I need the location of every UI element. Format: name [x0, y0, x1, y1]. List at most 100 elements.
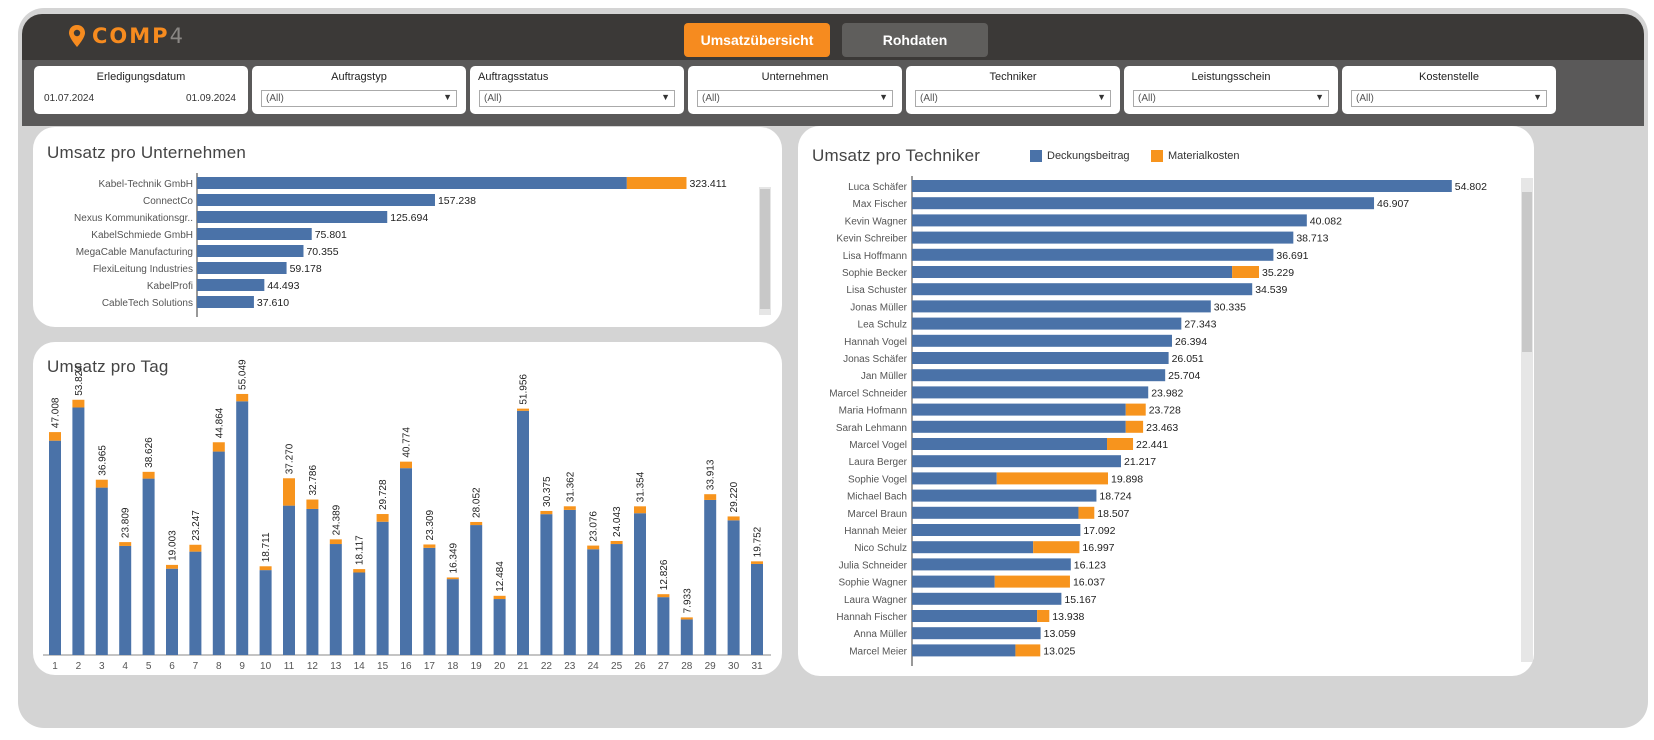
bar-deckungsbeitrag[interactable]	[912, 231, 1294, 244]
bar-materialkosten[interactable]	[610, 540, 623, 545]
scrollbar-thumb[interactable]	[760, 189, 770, 309]
scrollbar[interactable]	[759, 187, 771, 315]
bar-deckungsbeitrag[interactable]	[197, 194, 435, 206]
filter-select[interactable]: (All) ▼	[697, 90, 893, 107]
bar-deckungsbeitrag[interactable]	[912, 180, 1452, 192]
bar-materialkosten[interactable]	[423, 544, 436, 548]
date-range-filter[interactable]: Erledigungsdatum 01.07.2024 01.09.2024	[34, 66, 248, 114]
bar-deckungsbeitrag[interactable]	[912, 489, 1097, 502]
bar-materialkosten[interactable]	[1125, 420, 1144, 433]
bar-materialkosten[interactable]	[470, 521, 483, 526]
bar-materialkosten[interactable]	[626, 177, 687, 189]
bar-materialkosten[interactable]	[1037, 610, 1050, 622]
bar-materialkosten[interactable]	[540, 510, 553, 515]
bar-deckungsbeitrag[interactable]	[912, 334, 1172, 347]
bar-deckungsbeitrag[interactable]	[912, 266, 1233, 278]
chevron-down-icon[interactable]: ▼	[1097, 92, 1106, 102]
bar-materialkosten[interactable]	[634, 506, 646, 514]
bar-deckungsbeitrag[interactable]	[376, 521, 389, 655]
bar-materialkosten[interactable]	[119, 542, 132, 546]
bar-deckungsbeitrag[interactable]	[470, 525, 483, 655]
bar-materialkosten[interactable]	[283, 478, 295, 506]
bar-deckungsbeitrag[interactable]	[236, 401, 249, 655]
bar-materialkosten[interactable]	[189, 544, 202, 552]
bar-materialkosten[interactable]	[1015, 644, 1041, 657]
bar-materialkosten[interactable]	[563, 506, 576, 510]
bar-deckungsbeitrag[interactable]	[912, 558, 1071, 571]
bar-deckungsbeitrag[interactable]	[704, 499, 717, 655]
bar-deckungsbeitrag[interactable]	[912, 403, 1126, 416]
chevron-down-icon[interactable]: ▼	[879, 92, 888, 102]
tab-rohdaten[interactable]: Rohdaten	[842, 23, 988, 57]
bar-deckungsbeitrag[interactable]	[142, 478, 155, 655]
bar-deckungsbeitrag[interactable]	[912, 352, 1169, 364]
filter-select[interactable]: (All) ▼	[479, 90, 675, 107]
date-from[interactable]: 01.07.2024	[44, 93, 95, 104]
bar-deckungsbeitrag[interactable]	[197, 296, 254, 308]
bar-materialkosten[interactable]	[994, 575, 1070, 588]
filter-select[interactable]: (All) ▼	[1133, 90, 1329, 107]
bar-materialkosten[interactable]	[72, 399, 85, 408]
bar-deckungsbeitrag[interactable]	[912, 575, 995, 588]
bar-deckungsbeitrag[interactable]	[72, 407, 85, 655]
bar-deckungsbeitrag[interactable]	[587, 549, 600, 655]
bar-materialkosten[interactable]	[1078, 506, 1095, 519]
bar-materialkosten[interactable]	[704, 494, 717, 500]
bar-deckungsbeitrag[interactable]	[912, 438, 1108, 450]
bar-deckungsbeitrag[interactable]	[610, 544, 623, 655]
bar-materialkosten[interactable]	[1232, 266, 1260, 278]
bar-deckungsbeitrag[interactable]	[446, 579, 459, 655]
scrollbar-thumb[interactable]	[1522, 192, 1532, 352]
bar-deckungsbeitrag[interactable]	[912, 644, 1016, 657]
bar-deckungsbeitrag[interactable]	[400, 468, 412, 655]
bar-deckungsbeitrag[interactable]	[912, 592, 1062, 605]
bar-materialkosten[interactable]	[400, 461, 412, 469]
bar-materialkosten[interactable]	[212, 442, 225, 452]
scrollbar[interactable]	[1521, 178, 1533, 662]
chevron-down-icon[interactable]: ▼	[1533, 92, 1542, 102]
bar-materialkosten[interactable]	[517, 408, 529, 411]
bar-materialkosten[interactable]	[751, 561, 763, 564]
bar-materialkosten[interactable]	[329, 539, 342, 545]
bar-materialkosten[interactable]	[353, 569, 366, 573]
bar-deckungsbeitrag[interactable]	[912, 455, 1121, 468]
bar-deckungsbeitrag[interactable]	[912, 369, 1166, 382]
bar-deckungsbeitrag[interactable]	[212, 451, 225, 655]
bar-deckungsbeitrag[interactable]	[657, 597, 670, 655]
bar-deckungsbeitrag[interactable]	[912, 283, 1253, 296]
bar-materialkosten[interactable]	[1107, 438, 1134, 450]
bar-deckungsbeitrag[interactable]	[912, 627, 1041, 640]
bar-deckungsbeitrag[interactable]	[563, 509, 576, 655]
bar-deckungsbeitrag[interactable]	[197, 245, 304, 257]
bar-deckungsbeitrag[interactable]	[912, 524, 1081, 536]
bar-deckungsbeitrag[interactable]	[119, 545, 132, 655]
bar-deckungsbeitrag[interactable]	[912, 300, 1211, 313]
bar-materialkosten[interactable]	[236, 393, 249, 402]
bar-materialkosten[interactable]	[680, 617, 693, 620]
bar-deckungsbeitrag[interactable]	[306, 508, 319, 655]
bar-materialkosten[interactable]	[446, 577, 459, 580]
bar-materialkosten[interactable]	[49, 432, 61, 441]
bar-deckungsbeitrag[interactable]	[259, 570, 272, 655]
bar-deckungsbeitrag[interactable]	[95, 487, 108, 655]
filter-select[interactable]: (All) ▼	[915, 90, 1111, 107]
filter-select[interactable]: (All) ▼	[1351, 90, 1547, 107]
bar-deckungsbeitrag[interactable]	[680, 619, 693, 655]
bar-materialkosten[interactable]	[142, 471, 155, 479]
chevron-down-icon[interactable]: ▼	[661, 92, 670, 102]
bar-deckungsbeitrag[interactable]	[540, 514, 553, 655]
bar-deckungsbeitrag[interactable]	[727, 520, 740, 655]
bar-deckungsbeitrag[interactable]	[912, 386, 1149, 399]
bar-materialkosten[interactable]	[95, 479, 108, 488]
bar-materialkosten[interactable]	[259, 566, 272, 571]
bar-deckungsbeitrag[interactable]	[912, 248, 1274, 261]
bar-materialkosten[interactable]	[1033, 541, 1080, 554]
bar-deckungsbeitrag[interactable]	[189, 551, 202, 655]
bar-deckungsbeitrag[interactable]	[197, 262, 287, 274]
bar-materialkosten[interactable]	[306, 499, 319, 509]
bar-materialkosten[interactable]	[727, 516, 740, 521]
bar-materialkosten[interactable]	[587, 545, 600, 550]
bar-deckungsbeitrag[interactable]	[751, 563, 763, 655]
bar-deckungsbeitrag[interactable]	[634, 513, 646, 655]
bar-deckungsbeitrag[interactable]	[912, 472, 997, 485]
